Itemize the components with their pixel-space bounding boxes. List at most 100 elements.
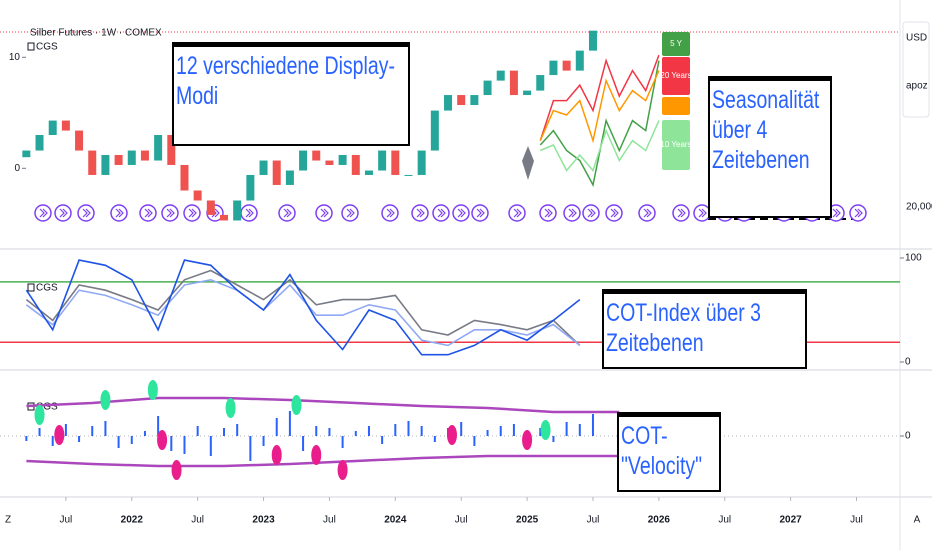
x-tick-label: 2023 xyxy=(252,515,275,526)
annotation-text: 12 verschiedene Display-Modi xyxy=(176,52,395,110)
event-icon-glyph xyxy=(854,208,863,218)
candle xyxy=(75,130,84,151)
bar xyxy=(499,426,502,436)
bar xyxy=(539,428,542,436)
legend-label: 10 Years xyxy=(660,140,691,149)
signal-dot xyxy=(337,460,348,480)
event-icon xyxy=(240,204,258,222)
candle xyxy=(88,150,97,175)
x-tick-label: 2025 xyxy=(516,515,539,526)
bar xyxy=(130,436,133,444)
bar xyxy=(262,436,265,446)
bar xyxy=(328,428,331,436)
seasonal-line xyxy=(539,70,660,144)
event-icon-glyph xyxy=(457,208,466,218)
candle xyxy=(180,164,189,191)
candle xyxy=(483,80,492,96)
candle xyxy=(233,200,242,221)
x-tick-label: Jul xyxy=(455,515,468,526)
event-icon-glyph xyxy=(476,208,485,218)
event-icon-glyph xyxy=(82,208,91,218)
signal-dot xyxy=(271,445,282,465)
bar xyxy=(170,436,173,451)
bar xyxy=(288,411,291,436)
event-icon xyxy=(54,204,72,222)
bar xyxy=(196,426,199,436)
event-icon-glyph xyxy=(677,208,686,218)
event-icon-glyph xyxy=(144,208,153,218)
bar xyxy=(407,421,410,436)
annotation-text: COT-Index über 3 Zeitebenen xyxy=(606,299,762,357)
bar xyxy=(157,416,160,436)
y-tick-label: 0 xyxy=(905,357,911,368)
event-icon-glyph xyxy=(416,208,425,218)
candle xyxy=(285,170,294,185)
event-icon-glyph xyxy=(698,208,707,218)
event-icon xyxy=(139,204,157,222)
event-icon-glyph xyxy=(39,208,48,218)
event-icon xyxy=(432,204,450,222)
bar xyxy=(486,430,489,436)
bar xyxy=(354,431,357,436)
event-icon xyxy=(452,204,470,222)
bar xyxy=(341,436,344,448)
bar xyxy=(367,426,370,436)
event-icon-glyph xyxy=(188,208,197,218)
candle xyxy=(588,30,597,51)
candle xyxy=(206,200,215,215)
bar xyxy=(64,424,67,436)
candle xyxy=(154,135,163,161)
bar xyxy=(91,426,94,436)
legend-box xyxy=(662,120,690,170)
annotation-box: COT-"Velocity" xyxy=(617,412,721,492)
marker-diamond xyxy=(522,146,534,180)
candle xyxy=(259,160,268,175)
candle xyxy=(22,150,31,158)
cot-line xyxy=(25,278,581,347)
signal-dot xyxy=(34,405,45,425)
signal-dot xyxy=(100,390,111,410)
event-icon-glyph xyxy=(59,208,68,218)
event-icon xyxy=(110,204,128,222)
band-line xyxy=(26,396,620,414)
bar xyxy=(223,428,226,436)
legend-label: 5 Y xyxy=(670,39,683,48)
signal-dot xyxy=(54,425,65,445)
candle xyxy=(523,90,532,96)
candle xyxy=(61,120,70,131)
event-icon xyxy=(638,204,656,222)
candle xyxy=(404,174,413,176)
event-icon xyxy=(161,204,179,222)
event-icon-glyph xyxy=(346,208,355,218)
corner-label: Z xyxy=(5,515,11,526)
legend-box xyxy=(662,32,690,56)
chart-title: Silber Futures · 1W · COMEX xyxy=(30,28,162,39)
bar xyxy=(275,418,278,436)
event-icon-glyph xyxy=(568,208,577,218)
indicator-label: CGS xyxy=(36,42,58,53)
event-icon-glyph xyxy=(245,208,254,218)
event-icon-glyph xyxy=(544,208,553,218)
candle xyxy=(272,160,281,185)
signal-dot xyxy=(540,420,551,440)
event-icon-glyph xyxy=(587,208,596,218)
bar xyxy=(117,436,120,448)
bar xyxy=(302,436,305,451)
event-icon xyxy=(605,204,623,222)
signal-dot xyxy=(291,395,302,415)
legend-label: 20 Years xyxy=(660,71,691,80)
event-icon-glyph xyxy=(166,208,175,218)
event-icon-glyph xyxy=(437,208,446,218)
candle xyxy=(220,214,229,221)
seasonal-line xyxy=(539,60,660,188)
signal-dot xyxy=(157,430,168,450)
x-tick-label: Jul xyxy=(323,515,336,526)
candle xyxy=(325,160,334,165)
annotation-box: 12 verschiedene Display-Modi xyxy=(172,42,410,146)
indicator-icon xyxy=(27,42,35,51)
x-tick-label: Jul xyxy=(59,515,72,526)
seasonal-line xyxy=(540,120,660,173)
x-tick-label: Jul xyxy=(191,515,204,526)
signal-dot xyxy=(522,430,533,450)
